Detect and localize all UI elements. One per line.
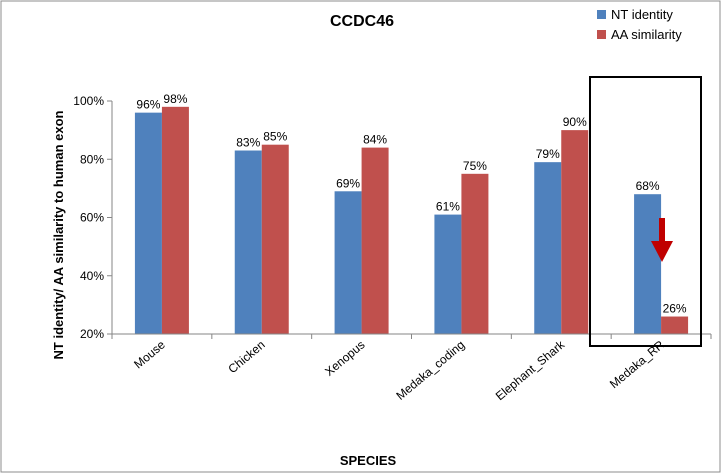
y-tick-label: 100% bbox=[73, 94, 104, 108]
legend-swatch bbox=[597, 10, 606, 19]
y-axis: 20% 40% 60% 80% 100% bbox=[73, 94, 113, 341]
data-label: 79% bbox=[536, 147, 560, 161]
bar-nt-identity bbox=[434, 214, 462, 334]
data-label: 68% bbox=[636, 179, 660, 193]
bar-nt-identity bbox=[134, 112, 162, 335]
legend-swatch bbox=[597, 30, 606, 39]
bars bbox=[134, 106, 689, 335]
data-label: 75% bbox=[463, 159, 487, 173]
data-label: 26% bbox=[663, 302, 687, 316]
data-label: 83% bbox=[236, 136, 260, 150]
arrow-head bbox=[651, 241, 673, 262]
bar-aa-similarity bbox=[561, 130, 589, 334]
data-label: 90% bbox=[563, 115, 587, 129]
data-label: 61% bbox=[436, 200, 460, 214]
y-tick-label: 60% bbox=[80, 211, 104, 225]
legend-label: NT identity bbox=[611, 7, 673, 22]
legend: NT identity AA similarity bbox=[597, 7, 682, 42]
data-labels: 96% 98% 83% 85% 69% 84% 61% 75% 79% 90% 68% 26% bbox=[136, 92, 687, 316]
bar-nt-identity bbox=[634, 194, 662, 334]
data-label: 69% bbox=[336, 176, 360, 190]
x-axis-label: SPECIES bbox=[340, 453, 397, 468]
y-tick-label: 80% bbox=[80, 152, 104, 166]
arrow-shaft bbox=[659, 218, 665, 244]
bar-aa-similarity bbox=[461, 173, 489, 334]
y-axis-label: NT identity/ AA similarity to human exon bbox=[51, 110, 66, 359]
bar-aa-similarity bbox=[161, 106, 189, 334]
y-tick-label: 40% bbox=[80, 269, 104, 283]
bar-nt-identity bbox=[334, 191, 362, 334]
data-label: 85% bbox=[263, 130, 287, 144]
bar-nt-identity bbox=[534, 162, 562, 334]
legend-label: AA similarity bbox=[611, 27, 682, 42]
bar-aa-similarity bbox=[361, 147, 389, 334]
down-arrow-icon bbox=[651, 218, 673, 262]
data-label: 84% bbox=[363, 133, 387, 147]
highlight-box bbox=[589, 76, 702, 347]
chart-title: CCDC46 bbox=[330, 13, 394, 30]
bar-aa-similarity bbox=[261, 144, 289, 334]
bar-nt-identity bbox=[234, 150, 262, 334]
y-tick-label: 20% bbox=[80, 327, 104, 341]
data-label: 96% bbox=[136, 98, 160, 112]
data-label: 98% bbox=[163, 92, 187, 106]
bar-aa-similarity bbox=[661, 316, 689, 334]
